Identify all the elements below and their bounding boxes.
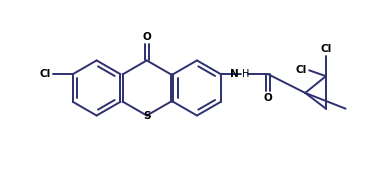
Text: S: S [143, 110, 151, 121]
Text: H: H [242, 69, 249, 79]
Text: Cl: Cl [40, 69, 51, 79]
Text: N: N [230, 69, 239, 79]
Text: Cl: Cl [296, 65, 307, 75]
Text: O: O [264, 93, 273, 103]
Text: O: O [142, 32, 151, 42]
Text: Cl: Cl [320, 44, 332, 54]
